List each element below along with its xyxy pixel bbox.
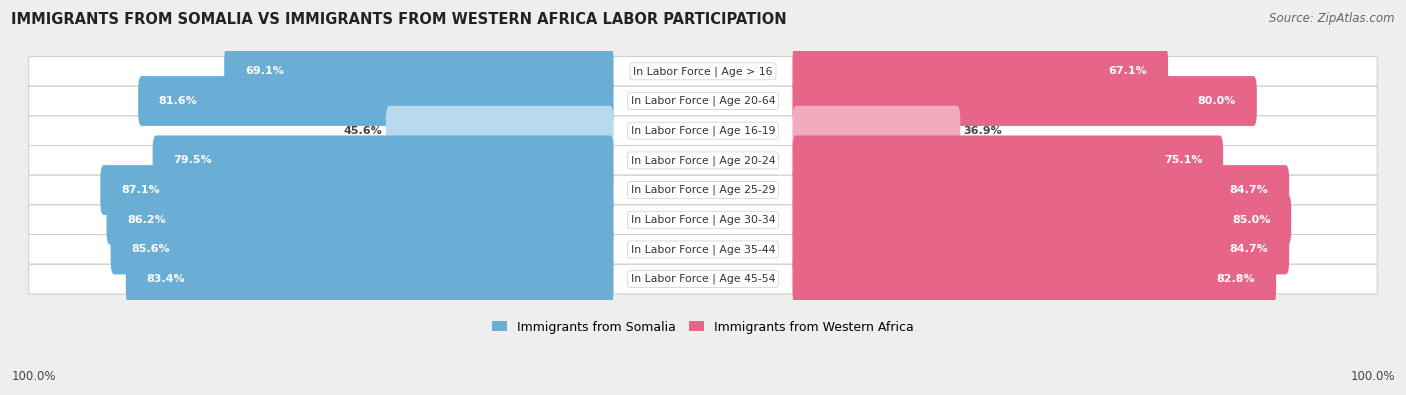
Text: In Labor Force | Age > 16: In Labor Force | Age > 16 bbox=[633, 66, 773, 77]
Text: In Labor Force | Age 25-29: In Labor Force | Age 25-29 bbox=[631, 185, 775, 195]
Text: 45.6%: 45.6% bbox=[343, 126, 382, 136]
Legend: Immigrants from Somalia, Immigrants from Western Africa: Immigrants from Somalia, Immigrants from… bbox=[488, 316, 918, 339]
FancyBboxPatch shape bbox=[125, 254, 613, 304]
FancyBboxPatch shape bbox=[28, 205, 1378, 235]
Text: 84.7%: 84.7% bbox=[1230, 245, 1268, 254]
Text: In Labor Force | Age 20-64: In Labor Force | Age 20-64 bbox=[631, 96, 775, 106]
Text: IMMIGRANTS FROM SOMALIA VS IMMIGRANTS FROM WESTERN AFRICA LABOR PARTICIPATION: IMMIGRANTS FROM SOMALIA VS IMMIGRANTS FR… bbox=[11, 12, 787, 27]
FancyBboxPatch shape bbox=[793, 254, 1277, 304]
Text: 85.6%: 85.6% bbox=[131, 245, 170, 254]
Text: In Labor Force | Age 35-44: In Labor Force | Age 35-44 bbox=[631, 244, 775, 255]
FancyBboxPatch shape bbox=[793, 224, 1289, 275]
FancyBboxPatch shape bbox=[28, 116, 1378, 145]
FancyBboxPatch shape bbox=[28, 175, 1378, 205]
FancyBboxPatch shape bbox=[793, 195, 1291, 245]
Text: 100.0%: 100.0% bbox=[11, 370, 56, 383]
Text: 85.0%: 85.0% bbox=[1232, 215, 1271, 225]
FancyBboxPatch shape bbox=[28, 145, 1378, 175]
FancyBboxPatch shape bbox=[793, 106, 960, 156]
FancyBboxPatch shape bbox=[28, 264, 1378, 294]
Text: In Labor Force | Age 30-34: In Labor Force | Age 30-34 bbox=[631, 214, 775, 225]
Text: Source: ZipAtlas.com: Source: ZipAtlas.com bbox=[1270, 12, 1395, 25]
FancyBboxPatch shape bbox=[153, 135, 613, 185]
FancyBboxPatch shape bbox=[111, 224, 613, 275]
Text: 81.6%: 81.6% bbox=[159, 96, 197, 106]
Text: In Labor Force | Age 45-54: In Labor Force | Age 45-54 bbox=[631, 274, 775, 284]
Text: 84.7%: 84.7% bbox=[1230, 185, 1268, 195]
Text: 86.2%: 86.2% bbox=[127, 215, 166, 225]
FancyBboxPatch shape bbox=[100, 165, 613, 215]
FancyBboxPatch shape bbox=[28, 235, 1378, 264]
FancyBboxPatch shape bbox=[107, 195, 613, 245]
Text: 36.9%: 36.9% bbox=[963, 126, 1002, 136]
Text: In Labor Force | Age 20-24: In Labor Force | Age 20-24 bbox=[631, 155, 775, 166]
FancyBboxPatch shape bbox=[793, 165, 1289, 215]
Text: 83.4%: 83.4% bbox=[146, 274, 186, 284]
FancyBboxPatch shape bbox=[28, 86, 1378, 116]
FancyBboxPatch shape bbox=[28, 56, 1378, 86]
FancyBboxPatch shape bbox=[385, 106, 613, 156]
FancyBboxPatch shape bbox=[224, 46, 613, 96]
Text: 69.1%: 69.1% bbox=[245, 66, 284, 76]
Text: 87.1%: 87.1% bbox=[121, 185, 159, 195]
Text: 75.1%: 75.1% bbox=[1164, 155, 1202, 166]
Text: In Labor Force | Age 16-19: In Labor Force | Age 16-19 bbox=[631, 126, 775, 136]
FancyBboxPatch shape bbox=[793, 135, 1223, 185]
Text: 79.5%: 79.5% bbox=[173, 155, 212, 166]
Text: 80.0%: 80.0% bbox=[1198, 96, 1236, 106]
FancyBboxPatch shape bbox=[793, 76, 1257, 126]
Text: 67.1%: 67.1% bbox=[1109, 66, 1147, 76]
Text: 100.0%: 100.0% bbox=[1350, 370, 1395, 383]
FancyBboxPatch shape bbox=[138, 76, 613, 126]
Text: 82.8%: 82.8% bbox=[1216, 274, 1256, 284]
FancyBboxPatch shape bbox=[793, 46, 1168, 96]
